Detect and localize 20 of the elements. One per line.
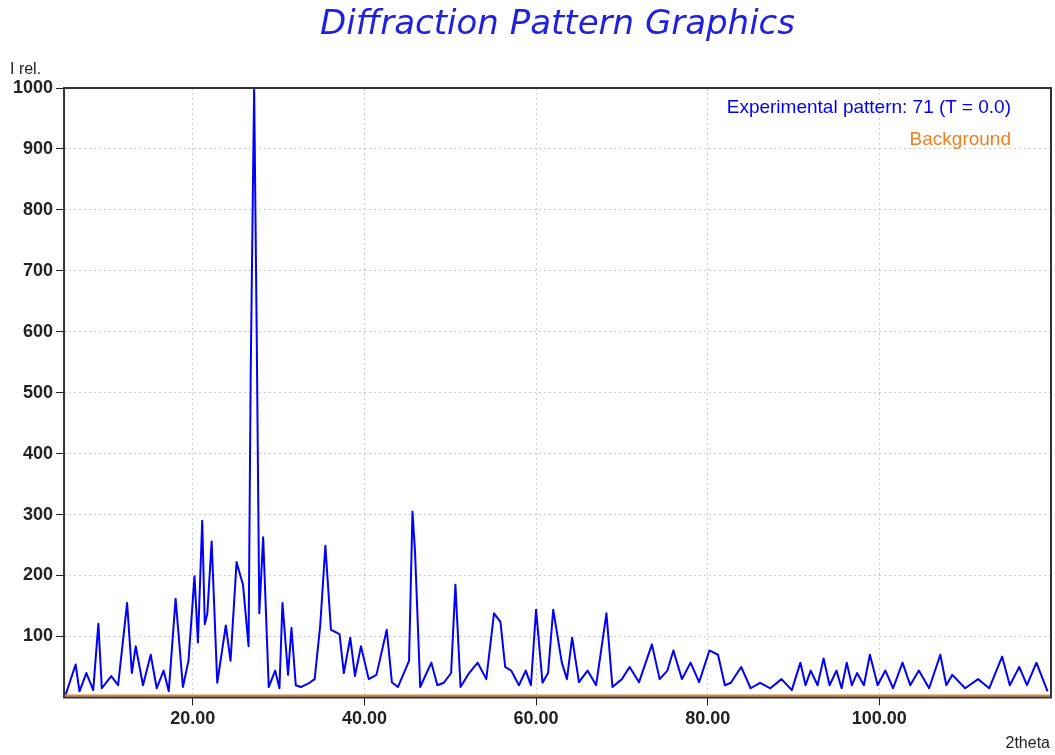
y-tick-label: 1000 (13, 76, 54, 97)
y-axis-title: I rel. (10, 60, 42, 78)
y-tick-label: 800 (23, 198, 54, 219)
y-tick-label: 600 (23, 320, 54, 341)
text: Background (909, 127, 1011, 149)
y-tick-label: 200 (23, 564, 54, 585)
x-tick-label: 40.00 (341, 708, 387, 729)
x-axis-title: 2theta (1005, 734, 1051, 752)
y-tick-label: 900 (23, 137, 54, 158)
y-tick-label: 500 (23, 381, 54, 402)
y-tick-label: 100 (23, 625, 54, 646)
chart-title: Diffraction Pattern Graphics (320, 1, 796, 42)
y-tick-label: 700 (23, 259, 54, 280)
text: Experimental pattern: 71 (T = 0.0) (726, 95, 1011, 117)
x-tick-label: 80.00 (685, 708, 731, 729)
x-tick-label: 60.00 (513, 708, 559, 729)
x-tick-label: 100.00 (851, 708, 907, 729)
x-tick-label: 20.00 (170, 708, 216, 729)
y-tick-label: 400 (23, 442, 54, 463)
y-tick-label: 300 (23, 503, 54, 524)
